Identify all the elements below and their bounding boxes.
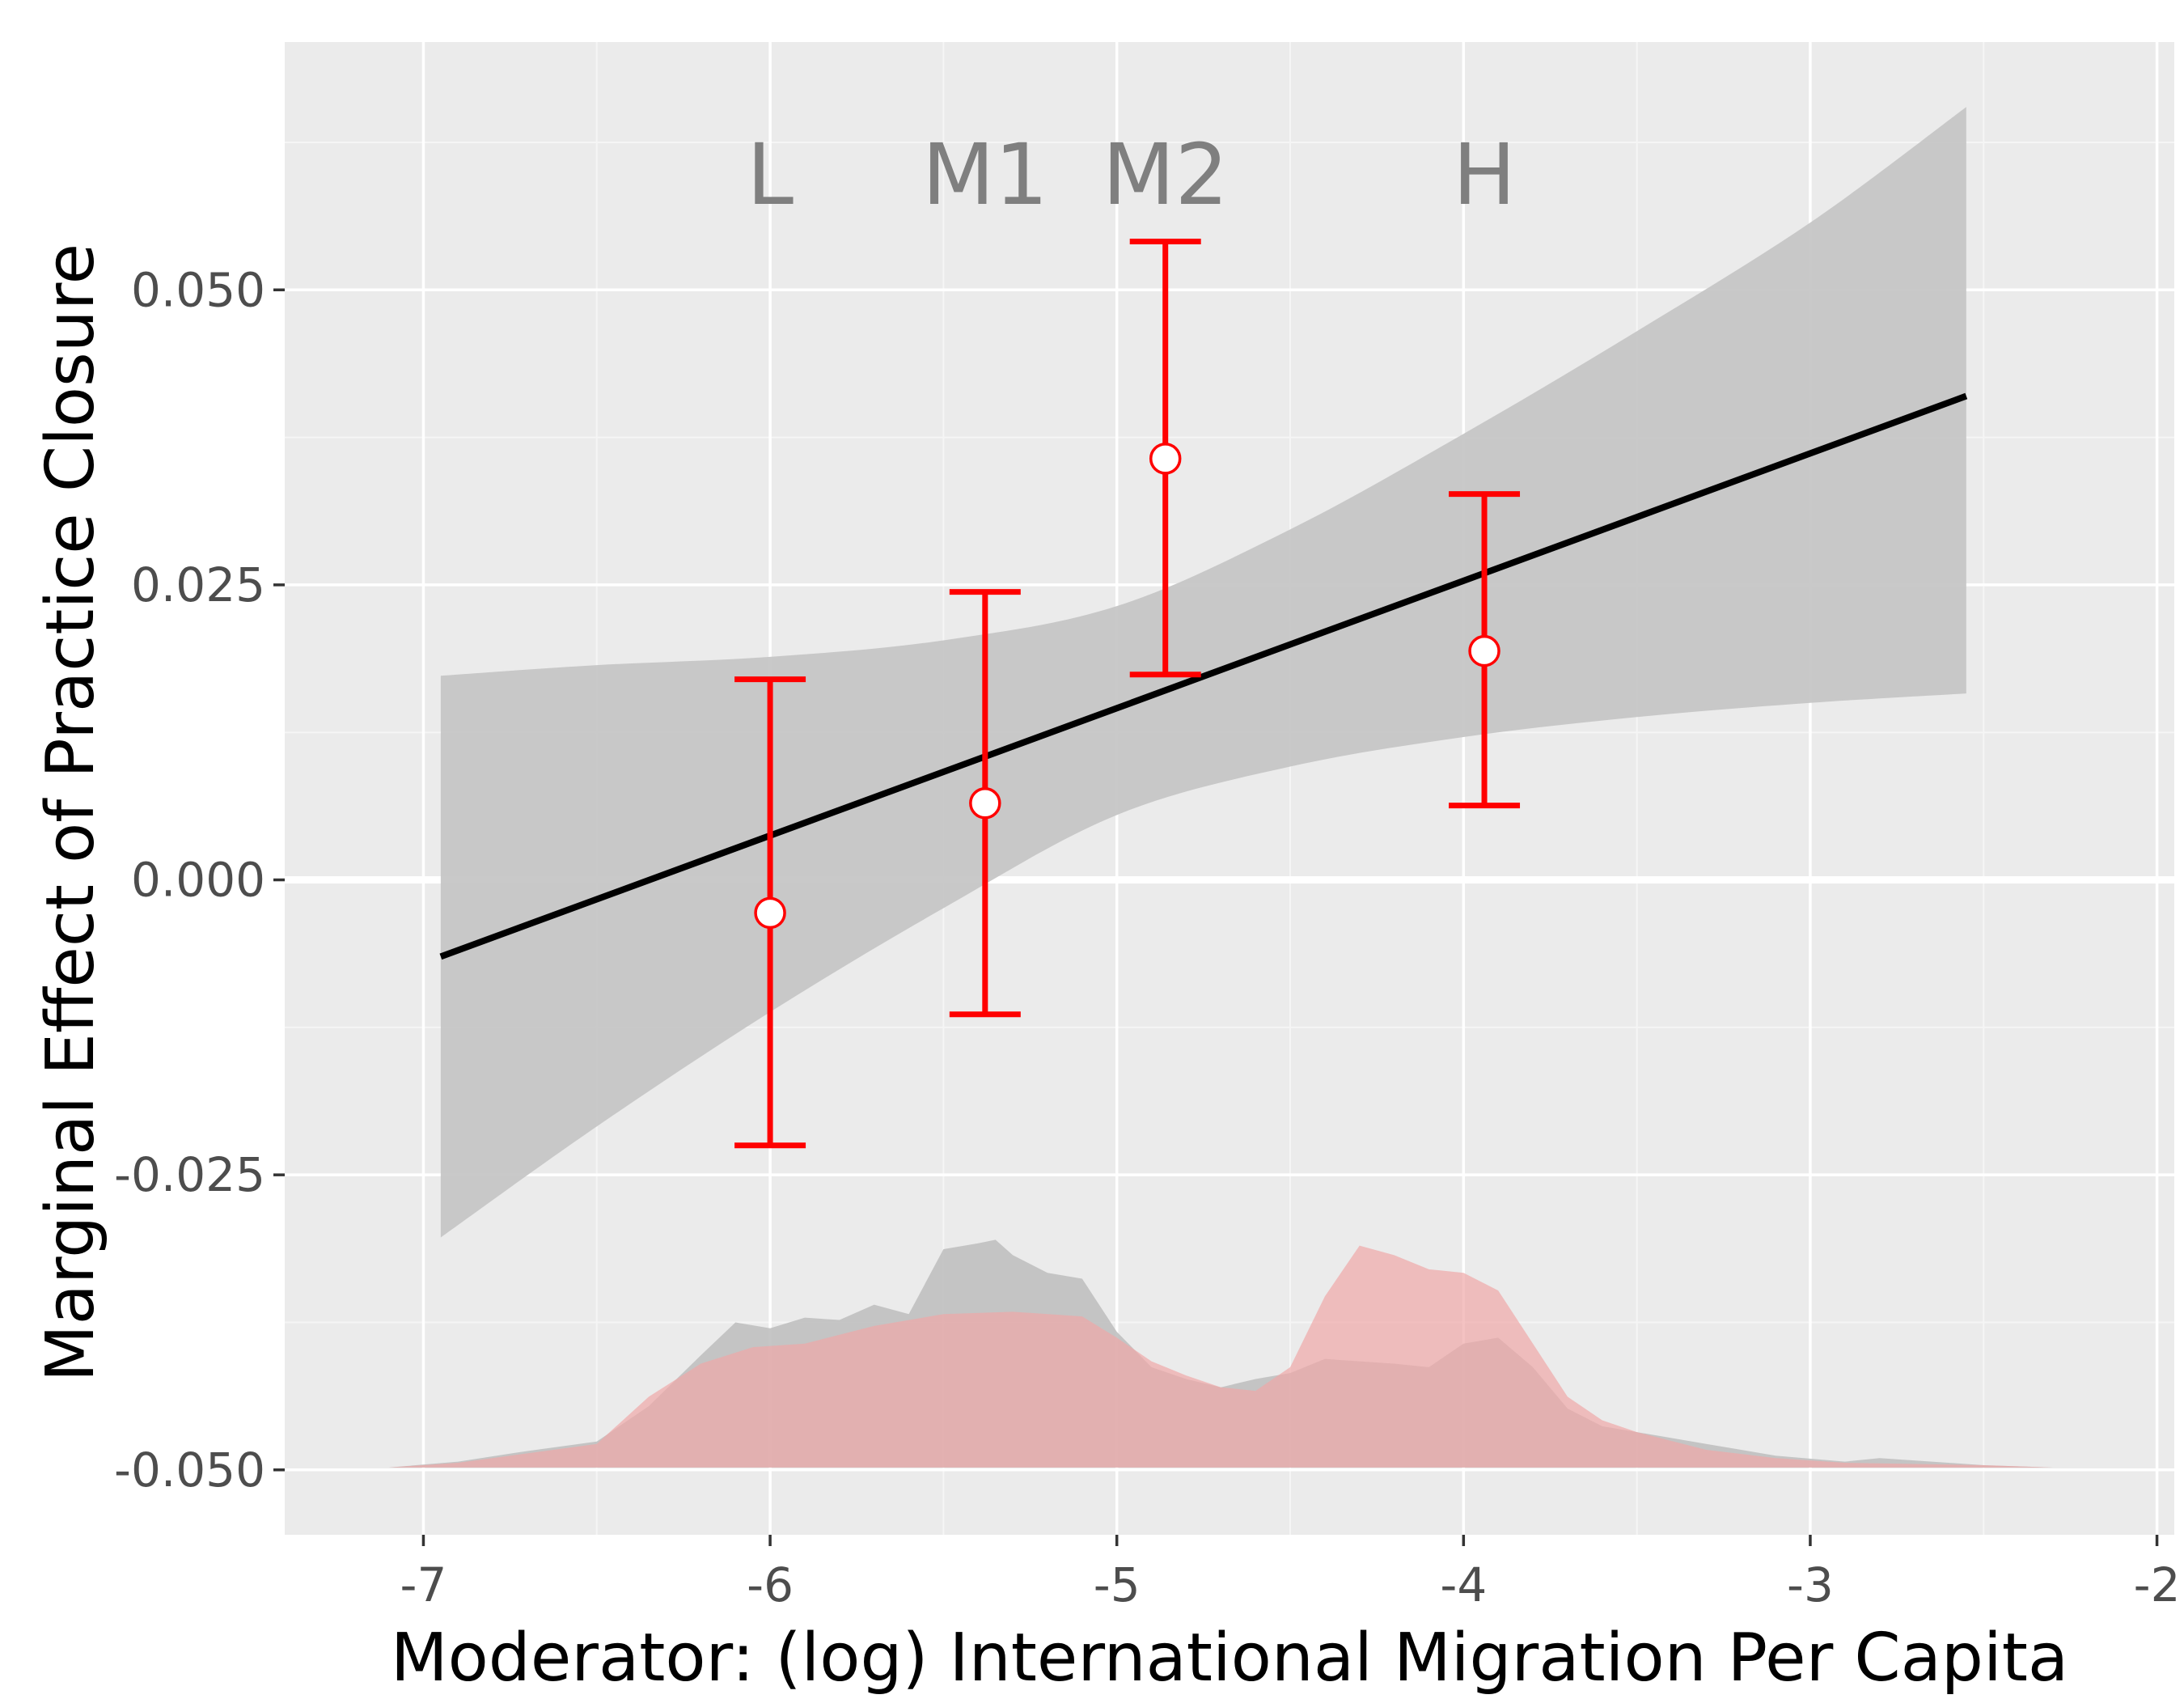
bin-estimate-L (734, 676, 806, 1149)
point-estimate (1149, 443, 1182, 475)
linear-marginal-effect-line (439, 392, 1968, 960)
point-estimate (754, 896, 786, 930)
bin-label-L: L (747, 125, 794, 224)
x-tick-label: -5 (1094, 1557, 1141, 1612)
y-tick-label: 0.025 (131, 557, 265, 612)
x-tick-label: -6 (747, 1557, 794, 1612)
moderator-density-distributions (388, 1239, 2053, 1468)
y-tick-label: 0.000 (131, 853, 265, 908)
bin-labels: L M1 M2 H (747, 125, 1516, 224)
x-tick-label: -3 (1787, 1557, 1834, 1612)
x-tick-label: -7 (400, 1557, 447, 1612)
bin-label-H: H (1453, 125, 1516, 224)
x-tick-label: -2 (2134, 1557, 2181, 1612)
y-tick-label: -0.050 (114, 1443, 265, 1498)
bin-estimate-M2 (1129, 238, 1201, 678)
point-estimate (1468, 634, 1500, 667)
point-estimate (969, 786, 1001, 820)
bin-label-M2: M2 (1103, 125, 1229, 224)
x-axis-ticks: -7 -6 -5 -4 -3 -2 (400, 1535, 2181, 1612)
confidence-band (440, 107, 1966, 1238)
y-tick-label: -0.025 (114, 1147, 265, 1202)
x-axis-title: Moderator: (log) International Migration… (391, 1620, 2068, 1697)
bin-label-M1: M1 (922, 125, 1048, 224)
bin-estimate-M1 (949, 589, 1021, 1018)
x-tick-label: -4 (1440, 1557, 1487, 1612)
y-tick-label: 0.050 (131, 262, 265, 317)
bin-estimate-H (1449, 491, 1521, 809)
density-red (388, 1245, 2053, 1468)
y-axis-ticks: -0.050 -0.025 0.000 0.025 0.050 (114, 262, 285, 1498)
y-axis-title: Marginal Effect of Practice Closure (32, 244, 109, 1382)
binned-estimates (734, 238, 1521, 1149)
